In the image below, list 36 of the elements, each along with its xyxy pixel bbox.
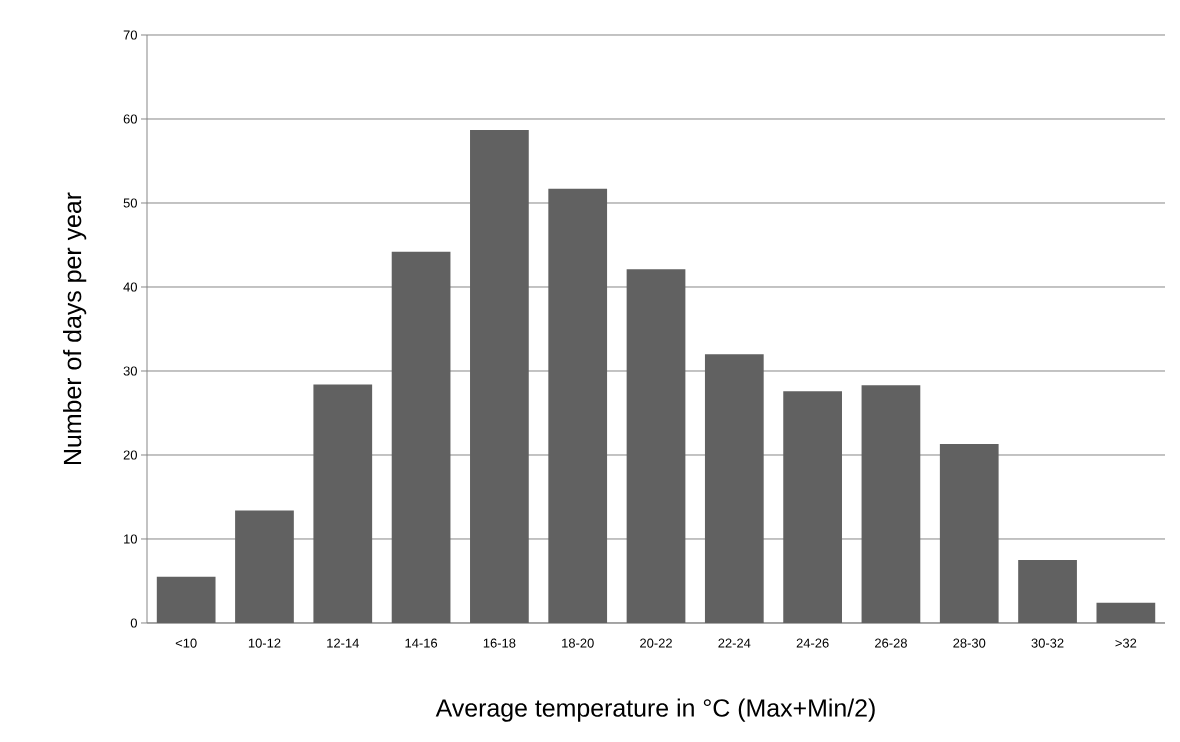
bar: [313, 384, 373, 623]
x-tick-label: >32: [1115, 638, 1137, 648]
bar: [861, 385, 921, 623]
y-tick-label: 40: [123, 282, 137, 292]
bar: [1018, 559, 1077, 623]
x-tick-label: 16-18: [483, 638, 516, 648]
bar: [548, 188, 608, 623]
bar: [626, 269, 686, 623]
bar: [470, 129, 529, 623]
y-tick-label: 10: [124, 534, 137, 544]
bar: [235, 510, 294, 623]
bar: [391, 251, 451, 623]
x-tick-label: 30-32: [1031, 638, 1064, 648]
x-tick-label: 18-20: [562, 638, 594, 648]
x-tick-label: 12-14: [327, 638, 359, 648]
bar: [939, 444, 999, 623]
x-axis-title: Average temperature in °C (Max+Min/2): [435, 698, 875, 722]
y-tick-label: 0: [130, 618, 137, 628]
x-tick-label: 22-24: [718, 638, 751, 648]
x-tick-label: 10-12: [248, 638, 281, 648]
x-tick-label: 24-26: [796, 638, 829, 648]
y-tick-label: 70: [123, 30, 137, 40]
x-tick-label: 28-30: [953, 638, 986, 648]
bar: [783, 391, 842, 623]
bar: [1096, 602, 1156, 623]
x-tick-label: 20-22: [640, 638, 672, 648]
bar: [156, 576, 216, 623]
y-tick-label: 30: [123, 366, 137, 376]
y-tick-label: 50: [123, 198, 137, 208]
bar: [704, 354, 764, 623]
y-tick-label: 60: [123, 114, 137, 124]
y-axis-title: Number of days per year: [63, 192, 87, 464]
x-tick-label: 26-28: [875, 638, 907, 648]
y-tick-label: 20: [123, 450, 137, 460]
x-tick-label: <10: [175, 638, 197, 648]
x-tick-label: 14-16: [405, 638, 438, 648]
